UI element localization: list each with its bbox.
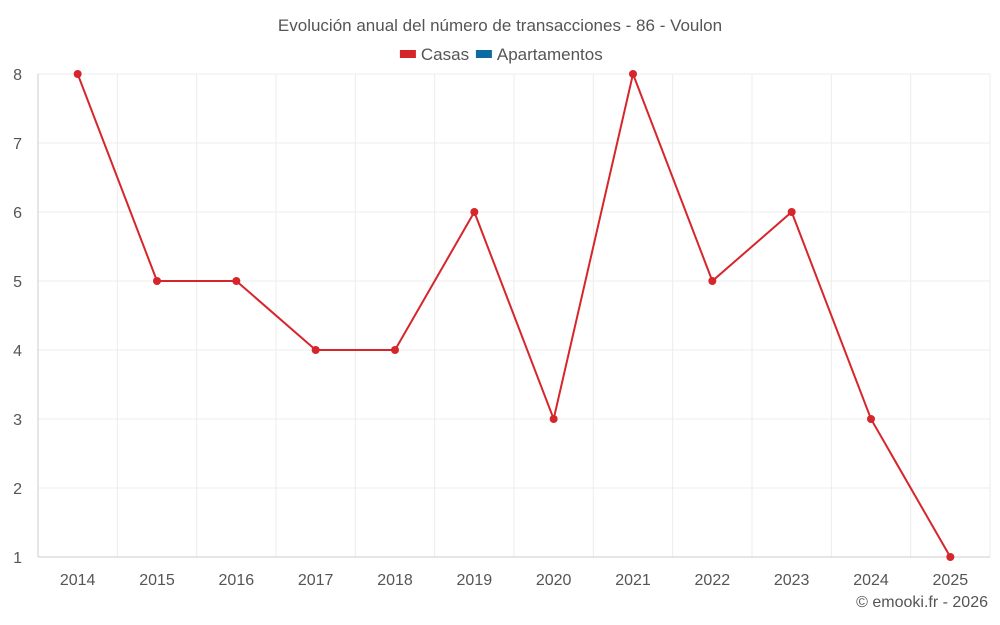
y-tick-label: 2 — [13, 481, 22, 498]
data-point[interactable] — [391, 346, 399, 354]
x-axis: 2014 2015 2016 2017 2018 2019 2020 2021 2022 2023… — [60, 572, 968, 589]
chart-title: Evolución anual del número de transaccio… — [278, 16, 722, 35]
grid — [37, 73, 991, 558]
data-point[interactable] — [232, 277, 241, 285]
data-point[interactable] — [708, 277, 717, 285]
x-tick-label: 2024 — [853, 572, 889, 589]
x-tick-label: 2023 — [774, 572, 810, 589]
legend-label-casas[interactable]: Casas — [421, 45, 469, 64]
x-tick-label: 2014 — [60, 572, 96, 589]
x-tick-label: 2020 — [536, 572, 572, 589]
x-tick-label: 2019 — [457, 572, 493, 589]
data-point[interactable] — [867, 415, 875, 423]
legend-swatch-casas — [399, 50, 416, 58]
x-tick-label: 2022 — [695, 572, 731, 589]
x-tick-label: 2017 — [298, 572, 334, 589]
legend: Casas Apartamentos — [399, 45, 603, 64]
y-tick-label: 4 — [13, 343, 22, 360]
credit-text: © emooki.fr - 2026 — [856, 594, 988, 611]
data-point[interactable] — [311, 346, 320, 354]
y-tick-label: 3 — [13, 412, 22, 429]
y-tick-label: 5 — [13, 274, 22, 291]
y-tick-label: 7 — [13, 136, 22, 153]
x-tick-label: 2018 — [377, 572, 413, 589]
x-tick-label: 2025 — [933, 572, 969, 589]
y-tick-label: 1 — [13, 550, 22, 567]
x-tick-label: 2015 — [139, 572, 175, 589]
legend-label-apartamentos[interactable]: Apartamentos — [497, 45, 603, 64]
series-layer — [73, 70, 955, 561]
data-point[interactable] — [73, 70, 82, 78]
legend-swatch-apartamentos — [475, 50, 492, 58]
data-point[interactable] — [470, 208, 479, 216]
data-point[interactable] — [549, 415, 558, 423]
y-tick-label: 8 — [13, 67, 22, 84]
series-line-casas — [76, 70, 952, 558]
y-tick-label: 6 — [13, 205, 22, 222]
data-point[interactable] — [629, 70, 637, 78]
data-point[interactable] — [946, 553, 955, 561]
data-point[interactable] — [787, 208, 796, 216]
y-axis: 1 2 3 4 5 6 7 8 — [13, 67, 22, 567]
x-tick-label: 2021 — [615, 572, 651, 589]
data-point[interactable] — [153, 277, 161, 285]
x-tick-label: 2016 — [219, 572, 255, 589]
